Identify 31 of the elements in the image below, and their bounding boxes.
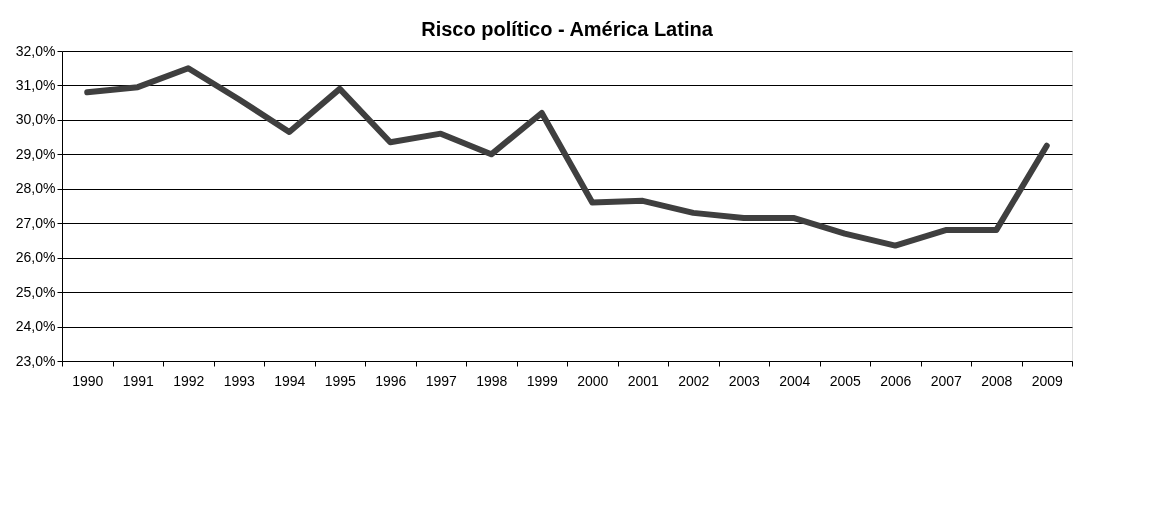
y-tick-label: 30,0%: [15, 111, 56, 128]
x-tick-label: 2006: [880, 372, 912, 389]
x-tick-label: 2009: [1031, 372, 1064, 389]
x-tick-label: 2001: [627, 372, 660, 389]
y-tick-label: 32,0%: [15, 42, 56, 59]
x-tick-label: 1996: [375, 372, 407, 389]
x-tick-label: 2000: [577, 372, 609, 389]
x-tick-label: 1990: [72, 372, 104, 389]
x-tick-label: 2008: [981, 372, 1013, 389]
x-tick-label: 1999: [526, 372, 559, 389]
x-tick-label: 2007: [930, 372, 963, 389]
y-tick-label: 27,0%: [15, 214, 56, 231]
x-tick-label: 2002: [678, 372, 710, 389]
y-tick-label: 25,0%: [15, 283, 56, 300]
x-tick-label: 1993: [223, 372, 256, 389]
x-tick-label: 2004: [779, 372, 811, 389]
x-tick-label: 1994: [274, 372, 306, 389]
x-tick-label: 1998: [476, 372, 508, 389]
x-tick-label: 1995: [324, 372, 357, 389]
y-tick-label: 24,0%: [15, 318, 56, 335]
y-tick-label: 23,0%: [15, 352, 56, 369]
x-tick-label: 1997: [425, 372, 458, 389]
x-tick-label: 1991: [122, 372, 155, 389]
x-tick-label: 1992: [173, 372, 205, 389]
y-tick-label: 31,0%: [15, 76, 56, 93]
chart-title: Risco político - América Latina: [421, 18, 714, 40]
y-tick-label: 29,0%: [15, 145, 56, 162]
x-tick-label: 2005: [829, 372, 862, 389]
y-tick-label: 26,0%: [15, 249, 56, 266]
y-tick-label: 28,0%: [15, 180, 56, 197]
x-tick-label: 2003: [728, 372, 761, 389]
